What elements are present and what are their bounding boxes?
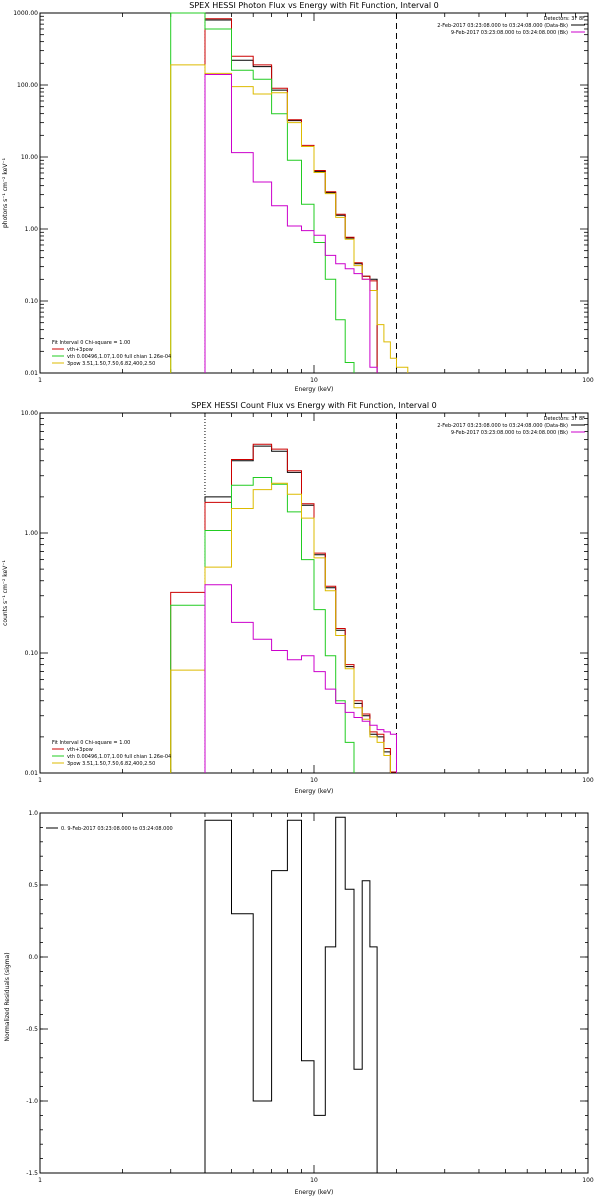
- y-tick-label: 1000.00: [13, 10, 38, 17]
- legend-item-label: 9-Feb-2017 03:23:08.000 to 03:24:08.000 …: [451, 430, 568, 436]
- series-line-3: [170, 482, 391, 773]
- series-line-2: [170, 477, 355, 773]
- legend-item-label: 2-Feb-2017 03:23:08.000 to 03:24:08.000 …: [437, 23, 568, 29]
- x-tick-label: 100: [582, 777, 594, 784]
- x-tick-label: 100: [582, 1177, 594, 1184]
- residuals-xlabel: Energy (keV): [295, 1189, 334, 1196]
- y-tick-label: -1.0: [26, 1098, 38, 1105]
- photon-flux-ylabel: photons s⁻¹ cm⁻² keV⁻¹: [2, 157, 9, 228]
- y-tick-label: 1.00: [25, 226, 39, 233]
- x-tick-label: 100: [582, 377, 594, 384]
- photon-flux-title: SPEX HESSI Photon Flux vs Energy with Fi…: [189, 1, 439, 10]
- y-tick-label: 1.0: [28, 810, 38, 817]
- legend-item-label: 2-Feb-2017 03:23:08.000 to 03:24:08.000 …: [437, 423, 568, 429]
- plot-frame: [39, 12, 589, 374]
- x-tick-label: 1: [38, 1177, 42, 1184]
- fit-legend-item-label: 3pow 3.51,1.50,7.50,6.82,400,2.50: [67, 361, 155, 367]
- fit-legend-item-label: 3pow 3.51,1.50,7.50,6.82,400,2.50: [67, 761, 155, 767]
- x-tick-label: 10: [310, 777, 318, 784]
- fit-legend-item-label: vth 0.00496,1.07,1.00 full chian 1.26e-0…: [67, 354, 171, 360]
- y-tick-label: -0.5: [26, 1026, 38, 1033]
- y-tick-label: 1.00: [25, 530, 39, 537]
- y-tick-label: 0.01: [25, 370, 39, 377]
- y-tick-label: 10.00: [21, 154, 38, 161]
- y-tick-label: 0.10: [25, 298, 39, 305]
- count-flux-panel: SPEX HESSI Count Flux vs Energy with Fit…: [2, 401, 594, 795]
- residuals-panel: Energy (keV) Normalized Residuals (sigma…: [4, 810, 594, 1196]
- y-tick-label: 100.00: [17, 82, 38, 89]
- legend-item-label: 0. 9-Feb-2017 03:23:08.000 to 03:24:08.0…: [61, 826, 173, 832]
- y-tick-label: 0.10: [25, 650, 39, 657]
- fit-legend-title: Fit Interval 0 Chi-square = 1.00: [52, 740, 130, 746]
- count-flux-title: SPEX HESSI Count Flux vs Energy with Fit…: [191, 401, 436, 410]
- series-line-0: [204, 445, 397, 774]
- x-tick-label: 1: [38, 777, 42, 784]
- y-tick-label: 0.01: [25, 770, 39, 777]
- fit-legend-item-label: vth+3pow: [67, 347, 93, 353]
- series-line-4: [204, 74, 378, 373]
- fit-legend-item-label: vth+3pow: [67, 747, 93, 753]
- series-line-3: [170, 64, 409, 373]
- y-tick-label: 0.5: [28, 882, 38, 889]
- y-tick-label: -1.5: [26, 1170, 38, 1177]
- series-line-0: [204, 816, 378, 1173]
- residuals-ylabel: Normalized Residuals (sigma): [4, 952, 11, 1041]
- plot-frame: [39, 812, 589, 1174]
- fit-legend-title: Fit Interval 0 Chi-square = 1.00: [52, 340, 130, 346]
- series-line-4: [204, 584, 397, 773]
- y-tick-label: 0.0: [28, 954, 38, 961]
- photon-flux-xlabel: Energy (keV): [295, 386, 334, 393]
- series-line-1: [170, 443, 397, 773]
- x-tick-label: 10: [310, 377, 318, 384]
- series-line-2: [170, 12, 355, 373]
- legend-item-label: 9-Feb-2017 03:23:08.000 to 03:24:08.000 …: [451, 30, 568, 36]
- photon-flux-panel: SPEX HESSI Photon Flux vs Energy with Fi…: [2, 1, 594, 393]
- x-tick-label: 10: [310, 1177, 318, 1184]
- x-tick-label: 1: [38, 377, 42, 384]
- count-flux-ylabel: counts s⁻¹ cm⁻² keV⁻¹: [2, 560, 9, 626]
- legend-title: Detectors: 3F 8F: [544, 16, 585, 22]
- series-line-1: [204, 18, 378, 373]
- fit-legend-item-label: vth 0.00496,1.07,1.00 full chian 1.26e-0…: [67, 754, 171, 760]
- count-flux-xlabel: Energy (keV): [295, 788, 334, 795]
- legend-title: Detectors: 3F 8F: [544, 416, 585, 422]
- y-tick-label: 10.00: [21, 410, 38, 417]
